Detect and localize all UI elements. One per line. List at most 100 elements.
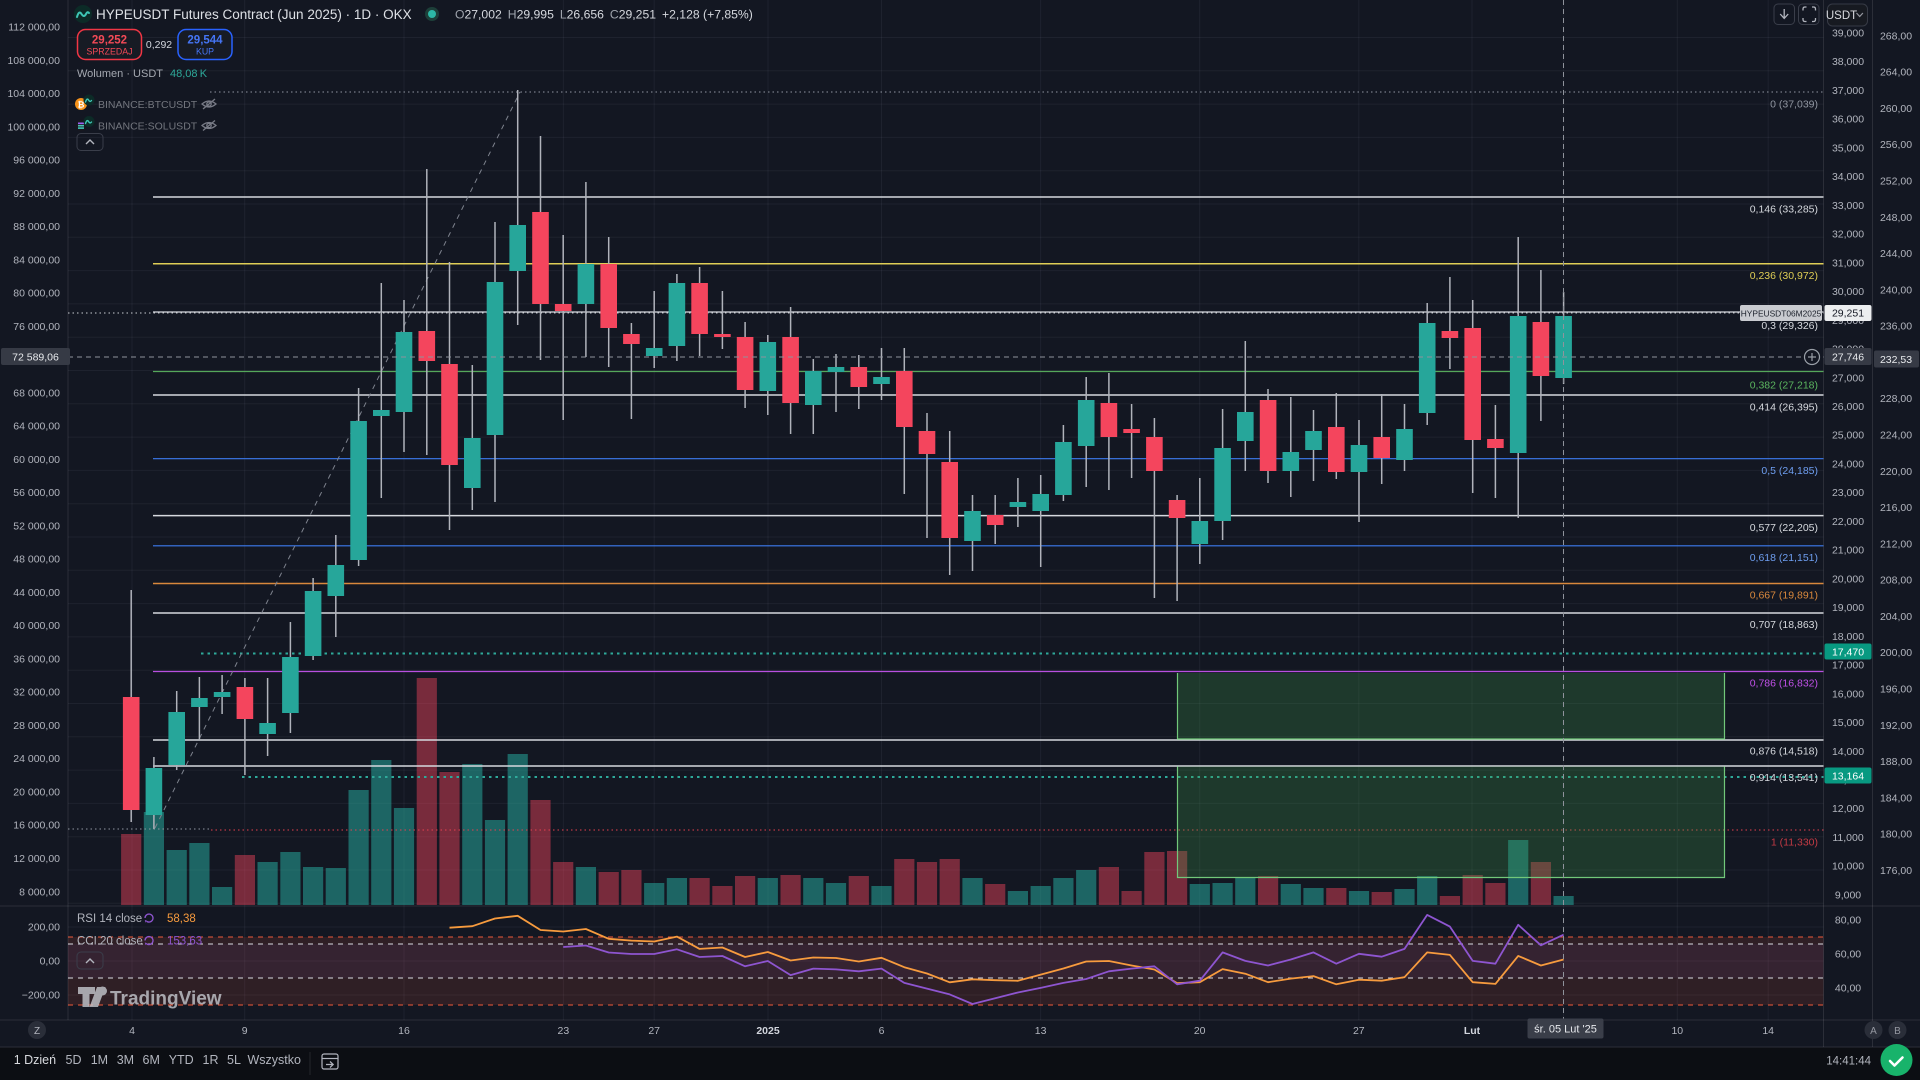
svg-text:0,3 (29,326): 0,3 (29,326) xyxy=(1761,320,1818,332)
svg-text:KUP: KUP xyxy=(196,47,214,57)
svg-text:HYPEUSDT Futures Contract (Jun: HYPEUSDT Futures Contract (Jun 2025) · 1… xyxy=(96,7,412,22)
svg-text:76 000,00: 76 000,00 xyxy=(13,321,60,333)
svg-text:20: 20 xyxy=(1194,1025,1206,1037)
svg-text:204,00: 204,00 xyxy=(1880,611,1912,623)
svg-text:26,000: 26,000 xyxy=(1832,401,1864,413)
svg-text:64 000,00: 64 000,00 xyxy=(13,421,60,433)
svg-text:Wolumen · USDT: Wolumen · USDT xyxy=(77,68,163,80)
svg-text:29,544: 29,544 xyxy=(187,35,223,47)
svg-text:34,000: 34,000 xyxy=(1832,171,1864,183)
svg-text:216,00: 216,00 xyxy=(1880,502,1912,514)
svg-text:USDT: USDT xyxy=(1826,10,1857,22)
svg-text:80,00: 80,00 xyxy=(1835,915,1861,927)
svg-text:5D: 5D xyxy=(66,1053,82,1067)
svg-text:0,577 (22,205): 0,577 (22,205) xyxy=(1750,522,1818,534)
svg-text:0,618 (21,151): 0,618 (21,151) xyxy=(1750,552,1818,564)
svg-text:9: 9 xyxy=(242,1025,248,1037)
svg-text:0,292: 0,292 xyxy=(146,39,172,51)
svg-text:14: 14 xyxy=(1762,1025,1774,1037)
svg-text:10: 10 xyxy=(1671,1025,1683,1037)
svg-text:200,00: 200,00 xyxy=(1880,647,1912,659)
svg-text:−200,00: −200,00 xyxy=(22,990,60,1002)
svg-text:14,000: 14,000 xyxy=(1832,746,1864,758)
svg-text:80 000,00: 80 000,00 xyxy=(13,288,60,300)
svg-text:33,000: 33,000 xyxy=(1832,200,1864,212)
svg-text:16,000: 16,000 xyxy=(1832,688,1864,700)
svg-text:1 Dzień: 1 Dzień xyxy=(14,1053,56,1067)
svg-text:0,667 (19,891): 0,667 (19,891) xyxy=(1750,590,1818,602)
svg-text:104 000,00: 104 000,00 xyxy=(7,88,60,100)
svg-text:200,00: 200,00 xyxy=(28,922,60,934)
svg-text:16 000,00: 16 000,00 xyxy=(13,820,60,832)
svg-text:68 000,00: 68 000,00 xyxy=(13,387,60,399)
svg-text:36,000: 36,000 xyxy=(1832,114,1864,126)
svg-text:37,000: 37,000 xyxy=(1832,85,1864,97)
svg-text:27: 27 xyxy=(1353,1025,1365,1037)
svg-text:3M: 3M xyxy=(117,1053,134,1067)
svg-text:248,00: 248,00 xyxy=(1880,212,1912,224)
svg-text:RSI 14 close: RSI 14 close xyxy=(77,913,142,925)
svg-text:24,000: 24,000 xyxy=(1832,458,1864,470)
svg-text:27,000: 27,000 xyxy=(1832,372,1864,384)
svg-text:20,000: 20,000 xyxy=(1832,573,1864,585)
svg-text:0,146 (33,285): 0,146 (33,285) xyxy=(1750,204,1818,216)
svg-text:264,00: 264,00 xyxy=(1880,67,1912,79)
svg-text:0,382 (27,218): 0,382 (27,218) xyxy=(1750,380,1818,392)
svg-text:27: 27 xyxy=(648,1025,660,1037)
svg-text:8 000,00: 8 000,00 xyxy=(19,886,60,898)
svg-text:0,5 (24,185): 0,5 (24,185) xyxy=(1761,465,1818,477)
svg-text:56 000,00: 56 000,00 xyxy=(13,487,60,499)
svg-text:13,164: 13,164 xyxy=(1832,771,1864,783)
svg-text:30,000: 30,000 xyxy=(1832,286,1864,298)
svg-text:256,00: 256,00 xyxy=(1880,139,1912,151)
svg-text:252,00: 252,00 xyxy=(1880,175,1912,187)
svg-text:48 000,00: 48 000,00 xyxy=(13,554,60,566)
svg-text:192,00: 192,00 xyxy=(1880,720,1912,732)
svg-text:śr. 05 Lut '25: śr. 05 Lut '25 xyxy=(1534,1024,1597,1036)
svg-text:39,000: 39,000 xyxy=(1832,28,1864,40)
svg-text:11,000: 11,000 xyxy=(1832,832,1863,844)
svg-text:88 000,00: 88 000,00 xyxy=(13,221,60,233)
svg-text:176,00: 176,00 xyxy=(1880,865,1912,877)
svg-text:40 000,00: 40 000,00 xyxy=(13,620,60,632)
svg-text:23: 23 xyxy=(558,1025,570,1037)
svg-text:15,000: 15,000 xyxy=(1832,717,1864,729)
svg-text:YTD: YTD xyxy=(169,1053,194,1067)
svg-text:36 000,00: 36 000,00 xyxy=(13,653,60,665)
svg-text:16: 16 xyxy=(398,1025,410,1037)
svg-text:24 000,00: 24 000,00 xyxy=(13,753,60,765)
svg-text:32,000: 32,000 xyxy=(1832,229,1864,241)
svg-text:Lut: Lut xyxy=(1464,1025,1481,1037)
svg-text:A: A xyxy=(1870,1026,1877,1037)
svg-text:29,251: 29,251 xyxy=(1832,308,1864,320)
svg-text:20 000,00: 20 000,00 xyxy=(13,786,60,798)
svg-text:10,000: 10,000 xyxy=(1832,861,1864,873)
svg-text:25,000: 25,000 xyxy=(1832,430,1864,442)
svg-text:188,00: 188,00 xyxy=(1880,756,1912,768)
svg-text:228,00: 228,00 xyxy=(1880,393,1912,405)
svg-text:SPRZEDAJ: SPRZEDAJ xyxy=(87,47,133,57)
svg-text:2025: 2025 xyxy=(756,1025,780,1037)
svg-text:12 000,00: 12 000,00 xyxy=(13,853,60,865)
svg-text:18,000: 18,000 xyxy=(1832,631,1864,643)
svg-text:B: B xyxy=(1894,1026,1901,1037)
svg-text:₿: ₿ xyxy=(78,100,85,110)
svg-text:12,000: 12,000 xyxy=(1832,803,1864,815)
svg-text:14:41:44: 14:41:44 xyxy=(1826,1056,1871,1068)
svg-text:180,00: 180,00 xyxy=(1880,829,1912,841)
svg-text:52 000,00: 52 000,00 xyxy=(13,520,60,532)
svg-text:21,000: 21,000 xyxy=(1832,545,1864,557)
svg-text:84 000,00: 84 000,00 xyxy=(13,254,60,266)
svg-text:1M: 1M xyxy=(91,1053,108,1067)
svg-text:58,38: 58,38 xyxy=(167,913,196,925)
svg-text:31,000: 31,000 xyxy=(1832,257,1864,269)
svg-text:268,00: 268,00 xyxy=(1880,30,1912,42)
svg-text:17,000: 17,000 xyxy=(1832,660,1864,672)
svg-text:27,746: 27,746 xyxy=(1832,352,1864,364)
svg-text:44 000,00: 44 000,00 xyxy=(13,587,60,599)
svg-text:244,00: 244,00 xyxy=(1880,248,1912,260)
svg-text:92 000,00: 92 000,00 xyxy=(13,188,60,200)
svg-text:1R: 1R xyxy=(203,1053,219,1067)
svg-text:0,876 (14,518): 0,876 (14,518) xyxy=(1750,746,1818,758)
svg-text:17,470: 17,470 xyxy=(1832,647,1864,659)
